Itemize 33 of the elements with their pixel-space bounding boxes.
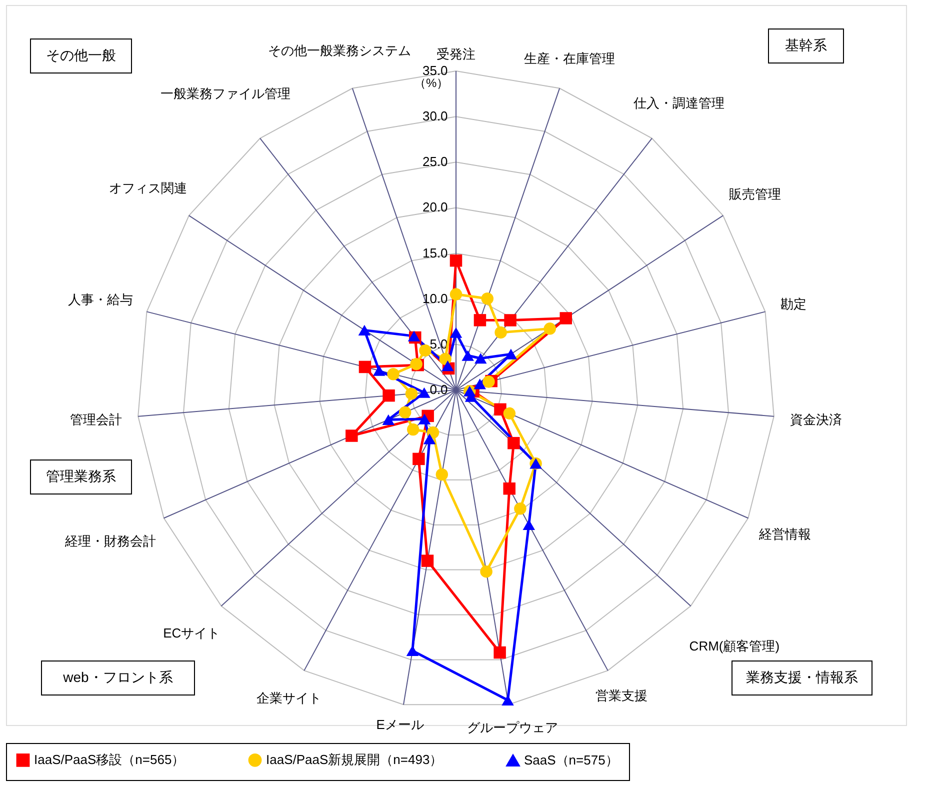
text: 管理業務系 bbox=[46, 468, 116, 484]
y-tick-label: 25.0 bbox=[422, 154, 448, 170]
legend-label: IaaS/PaaS新規展開（n=493） bbox=[266, 752, 443, 768]
spoke-label: 販売管理 bbox=[729, 186, 782, 202]
spoke-label: 人事・給与 bbox=[68, 292, 133, 307]
spoke-label: 一般業務ファイル管理 bbox=[160, 86, 290, 101]
spoke-label: Eメール bbox=[376, 717, 424, 732]
spoke-label: CRM(顧客管理) bbox=[689, 638, 780, 654]
spoke-label: ECサイト bbox=[163, 625, 220, 640]
legend-label: IaaS/PaaS移設（n=565） bbox=[34, 752, 185, 768]
spoke-label: 企業サイト bbox=[256, 690, 322, 706]
spoke-label: 経理・財務会計 bbox=[64, 533, 156, 548]
text: 業務支援・情報系 bbox=[746, 669, 858, 685]
spoke-label: その他一般業務システム bbox=[268, 42, 412, 58]
text: その他一般 bbox=[46, 47, 116, 63]
spoke-label: 資金決済 bbox=[790, 412, 842, 427]
spoke-label: 管理会計 bbox=[70, 412, 122, 427]
text: web・フロント系 bbox=[62, 669, 173, 685]
spoke-label: 受発注 bbox=[436, 46, 476, 62]
text: 基幹系 bbox=[785, 37, 827, 53]
legend-label: SaaS（n=575） bbox=[524, 752, 618, 768]
spoke-label: 生産・在庫管理 bbox=[524, 50, 616, 66]
spoke-label: 経営情報 bbox=[758, 526, 811, 542]
spoke-label: 仕入・調達管理 bbox=[632, 95, 725, 110]
spoke-label: グループウェア bbox=[466, 720, 558, 736]
y-tick-label: 15.0 bbox=[422, 245, 448, 260]
y-tick-label: 35.0 bbox=[422, 63, 448, 78]
text: （%） bbox=[414, 76, 449, 90]
spoke-label: 営業支援 bbox=[596, 688, 648, 703]
spoke-label: オフィス関連 bbox=[108, 180, 187, 196]
y-tick-label: 30.0 bbox=[422, 108, 448, 124]
spoke-label: 勘定 bbox=[780, 296, 806, 312]
y-tick-label: 20.0 bbox=[422, 200, 448, 215]
